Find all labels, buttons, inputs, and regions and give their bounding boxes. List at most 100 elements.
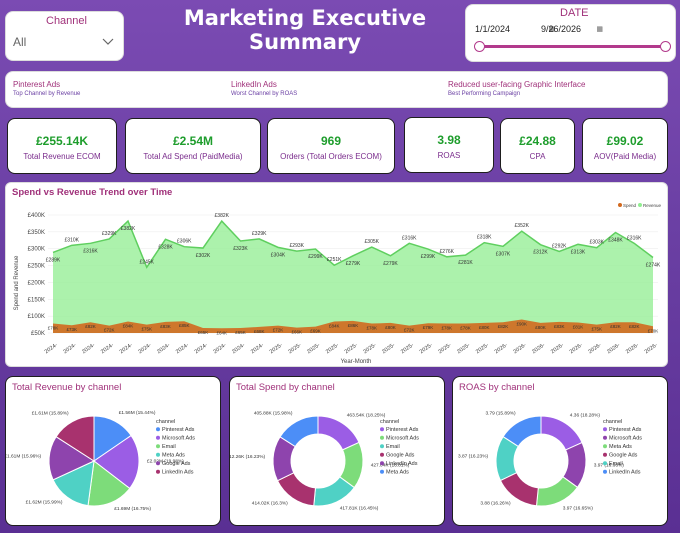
spend-data-label: £80K <box>479 325 490 330</box>
revenue-data-label: £304K <box>271 252 286 258</box>
legend-marker <box>380 469 384 474</box>
legend-marker <box>638 203 642 207</box>
kpi-cpa: £24.88 CPA <box>500 118 575 174</box>
date-start-value: 1/1/2024 <box>475 24 511 34</box>
kpi-value: £24.88 <box>519 134 556 148</box>
date-end-input[interactable]: 9/26/2026 ▦ <box>541 24 603 38</box>
highlight-best-campaign: Reduced user-facing Graphic Interface Be… <box>448 80 585 97</box>
spend-data-label: £84K <box>123 324 134 329</box>
highlight-worst-channel: LinkedIn Ads Worst Channel by ROAS <box>231 80 297 97</box>
spend-data-label: £82K <box>610 324 621 329</box>
x-tick-label: 2026- <box>569 342 584 355</box>
spend-data-label: £79K <box>423 325 434 330</box>
revenue-area <box>53 221 653 333</box>
x-tick-label: 2024- <box>119 342 134 355</box>
spend-data-label: £78K <box>441 326 452 331</box>
pie-slice <box>279 415 319 448</box>
spend-data-label: £80K <box>385 325 396 330</box>
kpi-value: 969 <box>320 134 342 148</box>
revenue-data-label: £318K <box>477 235 492 241</box>
pie-slice <box>502 415 542 448</box>
channel-dropdown[interactable]: All <box>12 33 118 51</box>
kpi-label: Total Ad Spend (PaidMedia) <box>143 152 243 161</box>
x-tick-label: 2025- <box>269 342 284 355</box>
spend-donut-chart: 463.54K (18.25%) 427.04K (16.81%) 417.81K … <box>230 411 419 512</box>
kpi-label: ROAS <box>437 151 461 160</box>
revenue-data-label: £316K <box>402 235 417 241</box>
x-tick-label: 2024- <box>138 342 153 355</box>
y-tick-label: £350K <box>28 230 45 236</box>
kpi-value: £255.14K <box>35 134 89 148</box>
highlight-sub: Worst Channel by ROAS <box>231 91 298 97</box>
trend-chart: £400K £350K £300K £250K £200K £150K £100K £50K S… <box>14 203 662 365</box>
spend-data-label: £84K <box>329 324 340 329</box>
legend-label: Microsoft Ads <box>609 436 642 442</box>
channel-slicer: Channel All <box>5 11 124 61</box>
y-tick-label: £200K <box>28 280 45 286</box>
revenue-pie-chart: £1.56M (15.44%) £2.02M (19.98%) £1.69M (16… <box>6 410 195 512</box>
x-tick-label: 2024- <box>175 342 190 355</box>
legend-label: Pinterest Ads <box>162 427 195 433</box>
x-tick-label: 2025- <box>381 342 396 355</box>
highlight-label: LinkedIn Ads <box>231 80 277 89</box>
revenue-pie-title: Total Revenue by channel <box>12 382 122 393</box>
spend-data-label: £78K <box>366 326 377 331</box>
date-range-start-handle[interactable] <box>474 41 485 52</box>
revenue-data-label: £245K <box>140 259 155 265</box>
x-tick-label: 2025- <box>400 342 415 355</box>
legend-title: channel <box>380 419 399 425</box>
legend-label: LinkedIn Ads <box>386 461 418 467</box>
date-slicer-title: DATE <box>560 7 589 19</box>
pie-data-label: 3.97 (16.66%) <box>594 462 625 468</box>
pie-data-label: 405.88K (15.98%) <box>254 411 293 417</box>
x-tick-label: 2025- <box>344 342 359 355</box>
kpi-label: Orders (Total Orders ECOM) <box>280 152 382 161</box>
legend-marker <box>156 427 160 432</box>
spend-donut-title: Total Spend by channel <box>236 382 335 393</box>
revenue-data-label: £289K <box>46 257 61 263</box>
date-start-input[interactable]: 1/1/2024 ▦ <box>475 24 555 38</box>
spend-data-label: £66K <box>291 330 302 335</box>
legend-label: Meta Ads <box>609 444 632 450</box>
spend-data-label: £82K <box>629 324 640 329</box>
highlight-sub: Top Channel by Revenue <box>13 91 81 97</box>
legend-marker <box>380 427 384 432</box>
x-tick-label: 2024- <box>81 342 96 355</box>
legend-marker <box>156 435 160 440</box>
spend-area <box>53 319 653 333</box>
legend-label: LinkedIn Ads <box>609 470 641 476</box>
date-end-value: 9/26/2026 <box>541 24 582 34</box>
pie-data-label: 3.87 (16.23%) <box>458 454 489 460</box>
revenue-data-label: £303K <box>590 240 605 246</box>
legend-label: Meta Ads <box>162 453 185 459</box>
pie-data-label: £2.02M (19.98%) <box>147 458 184 464</box>
pie-slice <box>55 415 95 462</box>
legend-label: Google Ads <box>162 461 191 467</box>
x-tick-label: 2024- <box>250 342 265 355</box>
revenue-data-label: £302K <box>196 253 211 259</box>
x-tick-label: 2026- <box>644 342 659 355</box>
revenue-data-label: £292K <box>552 243 567 249</box>
legend-marker <box>603 435 607 440</box>
channel-slicer-title: Channel <box>46 15 87 27</box>
spend-data-label: £82K <box>498 324 509 329</box>
roas-donut-chart: 4.36 (18.28%) 3.97 (16.66%) 3.97 (16.65%) 3… <box>458 410 642 511</box>
legend-label: LinkedIn Ads <box>162 470 194 476</box>
x-tick-label: 2026- <box>588 342 603 355</box>
highlight-label: Reduced user-facing Graphic Interface <box>448 80 586 89</box>
revenue-data-label: £293K <box>290 243 305 249</box>
highlights-panel: Pinterest Ads Top Channel by Revenue Lin… <box>5 71 668 108</box>
date-range-end-handle[interactable] <box>660 41 671 52</box>
spend-data-label: £65K <box>198 330 209 335</box>
pie-slice <box>48 436 96 481</box>
revenue-data-label: £329K <box>252 231 267 237</box>
pie-data-label: £1.61M (15.96%) <box>6 453 42 459</box>
channel-dropdown-value: All <box>13 35 27 49</box>
trend-chart-card: Spend vs Revenue Trend over Time £400K £3… <box>5 182 668 367</box>
spend-data-label: £78K <box>48 326 59 331</box>
highlight-top-channel: Pinterest Ads Top Channel by Revenue <box>13 80 80 97</box>
revenue-data-label: £251K <box>327 257 342 263</box>
revenue-data-label: £279K <box>346 261 361 267</box>
revenue-data-label: £310K <box>65 237 80 243</box>
revenue-data-label: £299K <box>421 254 436 260</box>
